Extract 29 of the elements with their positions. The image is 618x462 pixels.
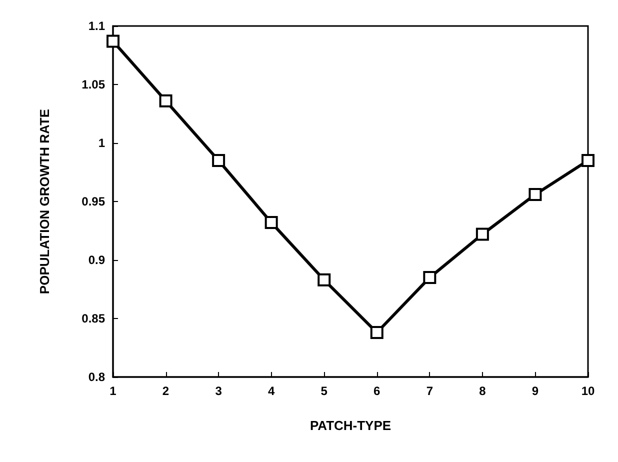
y-tick-label: 1.05	[82, 78, 106, 92]
point	[476, 228, 489, 241]
x-tick-label: 9	[532, 384, 539, 398]
y-tick-label: 1.1	[88, 19, 106, 33]
x-tick-label: 8	[479, 384, 486, 398]
x-tick-label: 6	[374, 384, 381, 398]
y-tick-label: 1	[98, 136, 106, 150]
point	[318, 273, 331, 286]
point	[159, 94, 172, 108]
point	[212, 154, 226, 168]
x-tick-label: 3	[215, 384, 222, 398]
point	[528, 188, 542, 201]
point	[423, 271, 436, 284]
y-tick-label: 0.95	[82, 194, 106, 208]
point	[264, 216, 278, 230]
x-tick-label: 2	[162, 384, 170, 398]
point	[106, 34, 120, 48]
point	[582, 154, 594, 168]
x-tick-label: 1	[110, 384, 117, 398]
point	[370, 326, 384, 340]
x-axis-title: PATCH-TYPE	[310, 418, 392, 433]
y-tick-label: 0.9	[88, 253, 106, 267]
y-tick-label: 0.85	[82, 312, 106, 326]
x-tick-label: 10	[581, 384, 595, 398]
y-tick-label: 0.8	[88, 370, 106, 384]
x-tick-label: 4	[268, 384, 275, 398]
x-tick-label: 7	[426, 384, 434, 398]
x-tick-label: 5	[320, 384, 328, 398]
y-axis-title: POPULATION GROWTH RATE	[37, 108, 52, 294]
